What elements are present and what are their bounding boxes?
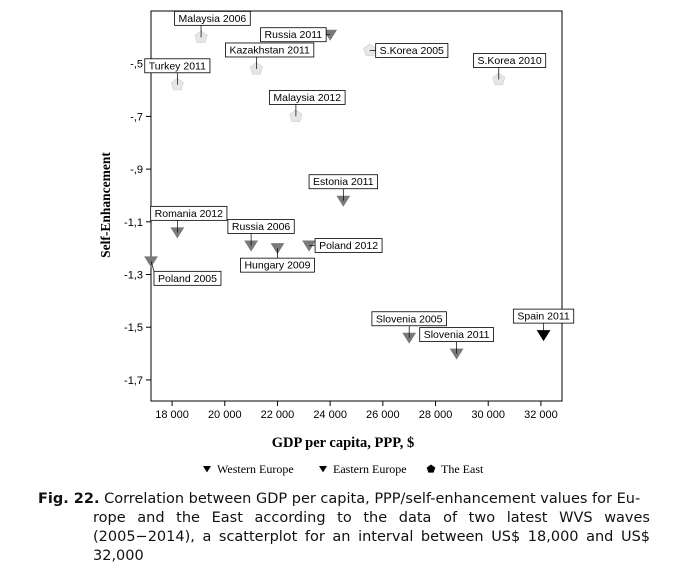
point-label: Kazakhstan 2011 <box>229 44 310 56</box>
legend-label: Western Europe <box>217 462 294 476</box>
point-label: Malaysia 2012 <box>273 92 341 104</box>
legend-marker <box>426 464 436 473</box>
legend-label: Eastern Europe <box>333 462 407 476</box>
point-label: Russia 2011 <box>265 29 323 41</box>
x-axis-title: GDP per capita, PPP, $ <box>272 435 415 451</box>
legend-marker <box>203 466 211 473</box>
point-label: Russia 2006 <box>232 221 291 233</box>
label-box <box>227 219 295 234</box>
x-tick-label: 28 000 <box>419 409 453 421</box>
point-label: Poland 2012 <box>319 240 378 252</box>
label-box <box>150 205 228 221</box>
label-box <box>240 257 315 273</box>
x-tick-label: 22 000 <box>261 409 295 421</box>
y-tick-label: -1,7 <box>124 375 143 387</box>
label-box <box>144 58 211 74</box>
label-box <box>419 327 494 342</box>
x-tick-label: 20 000 <box>208 409 242 421</box>
label-box <box>260 27 327 43</box>
label-box <box>512 308 575 324</box>
point-label: Slovenia 2011 <box>424 329 490 341</box>
caption-label: Fig. 22. <box>38 491 100 507</box>
x-tick-label: 24 000 <box>313 409 347 421</box>
data-points <box>144 29 551 360</box>
y-tick-label: -1,5 <box>124 322 143 334</box>
point-label: Poland 2005 <box>158 273 217 285</box>
point-label: Spain 2011 <box>517 311 570 323</box>
point-label: Romania 2012 <box>155 208 223 220</box>
label-connector <box>150 261 155 272</box>
label-box <box>314 238 383 253</box>
legend-label: The East <box>441 462 484 476</box>
figure-caption: Fig. 22. Correlation between GDP per cap… <box>38 490 650 566</box>
x-tick-label: 30 000 <box>471 409 505 421</box>
label-box <box>308 174 378 190</box>
label-box <box>375 43 449 58</box>
point-label: Turkey 2011 <box>149 60 206 72</box>
label-box <box>225 42 315 58</box>
point-label: Slovenia 2005 <box>376 313 443 325</box>
caption-text-first: Correlation between GDP per capita, PPP/… <box>104 491 641 507</box>
y-axis-title: Self-Enhancement <box>98 152 113 258</box>
y-tick-label: -,9 <box>130 164 143 176</box>
x-tick-label: 26 000 <box>366 409 400 421</box>
point-labels: Spain 2011 Russia 2011 Estonia 2011 Romania… <box>144 10 575 354</box>
x-tick-label: 18 000 <box>155 409 189 421</box>
label-box <box>269 90 346 105</box>
y-tick-label: -1,1 <box>124 217 143 229</box>
y-tick-label: -,5 <box>130 59 143 71</box>
point-label: Malaysia 2006 <box>179 13 247 25</box>
point-marker <box>363 43 377 57</box>
legend-marker <box>319 466 327 473</box>
y-tick-label: -,7 <box>130 111 143 123</box>
caption-text-rest: rope and the East according to the data … <box>93 510 650 564</box>
label-box <box>174 10 251 26</box>
label-box <box>371 311 447 327</box>
legend: Western Europe Eastern Europe The East <box>203 462 484 476</box>
point-label: S.Korea 2010 <box>477 55 541 67</box>
label-box <box>153 270 222 286</box>
point-label: S.Korea 2005 <box>380 45 444 57</box>
point-label: Hungary 2009 <box>244 260 310 272</box>
scatter-chart: 18 000 20 000 22 000 24 000 26 000 28 000 30 0… <box>98 10 575 476</box>
label-box <box>473 53 547 68</box>
point-label: Estonia 2011 <box>313 176 374 188</box>
y-tick-label: -1,3 <box>124 270 143 282</box>
x-tick-label: 32 000 <box>524 409 558 421</box>
